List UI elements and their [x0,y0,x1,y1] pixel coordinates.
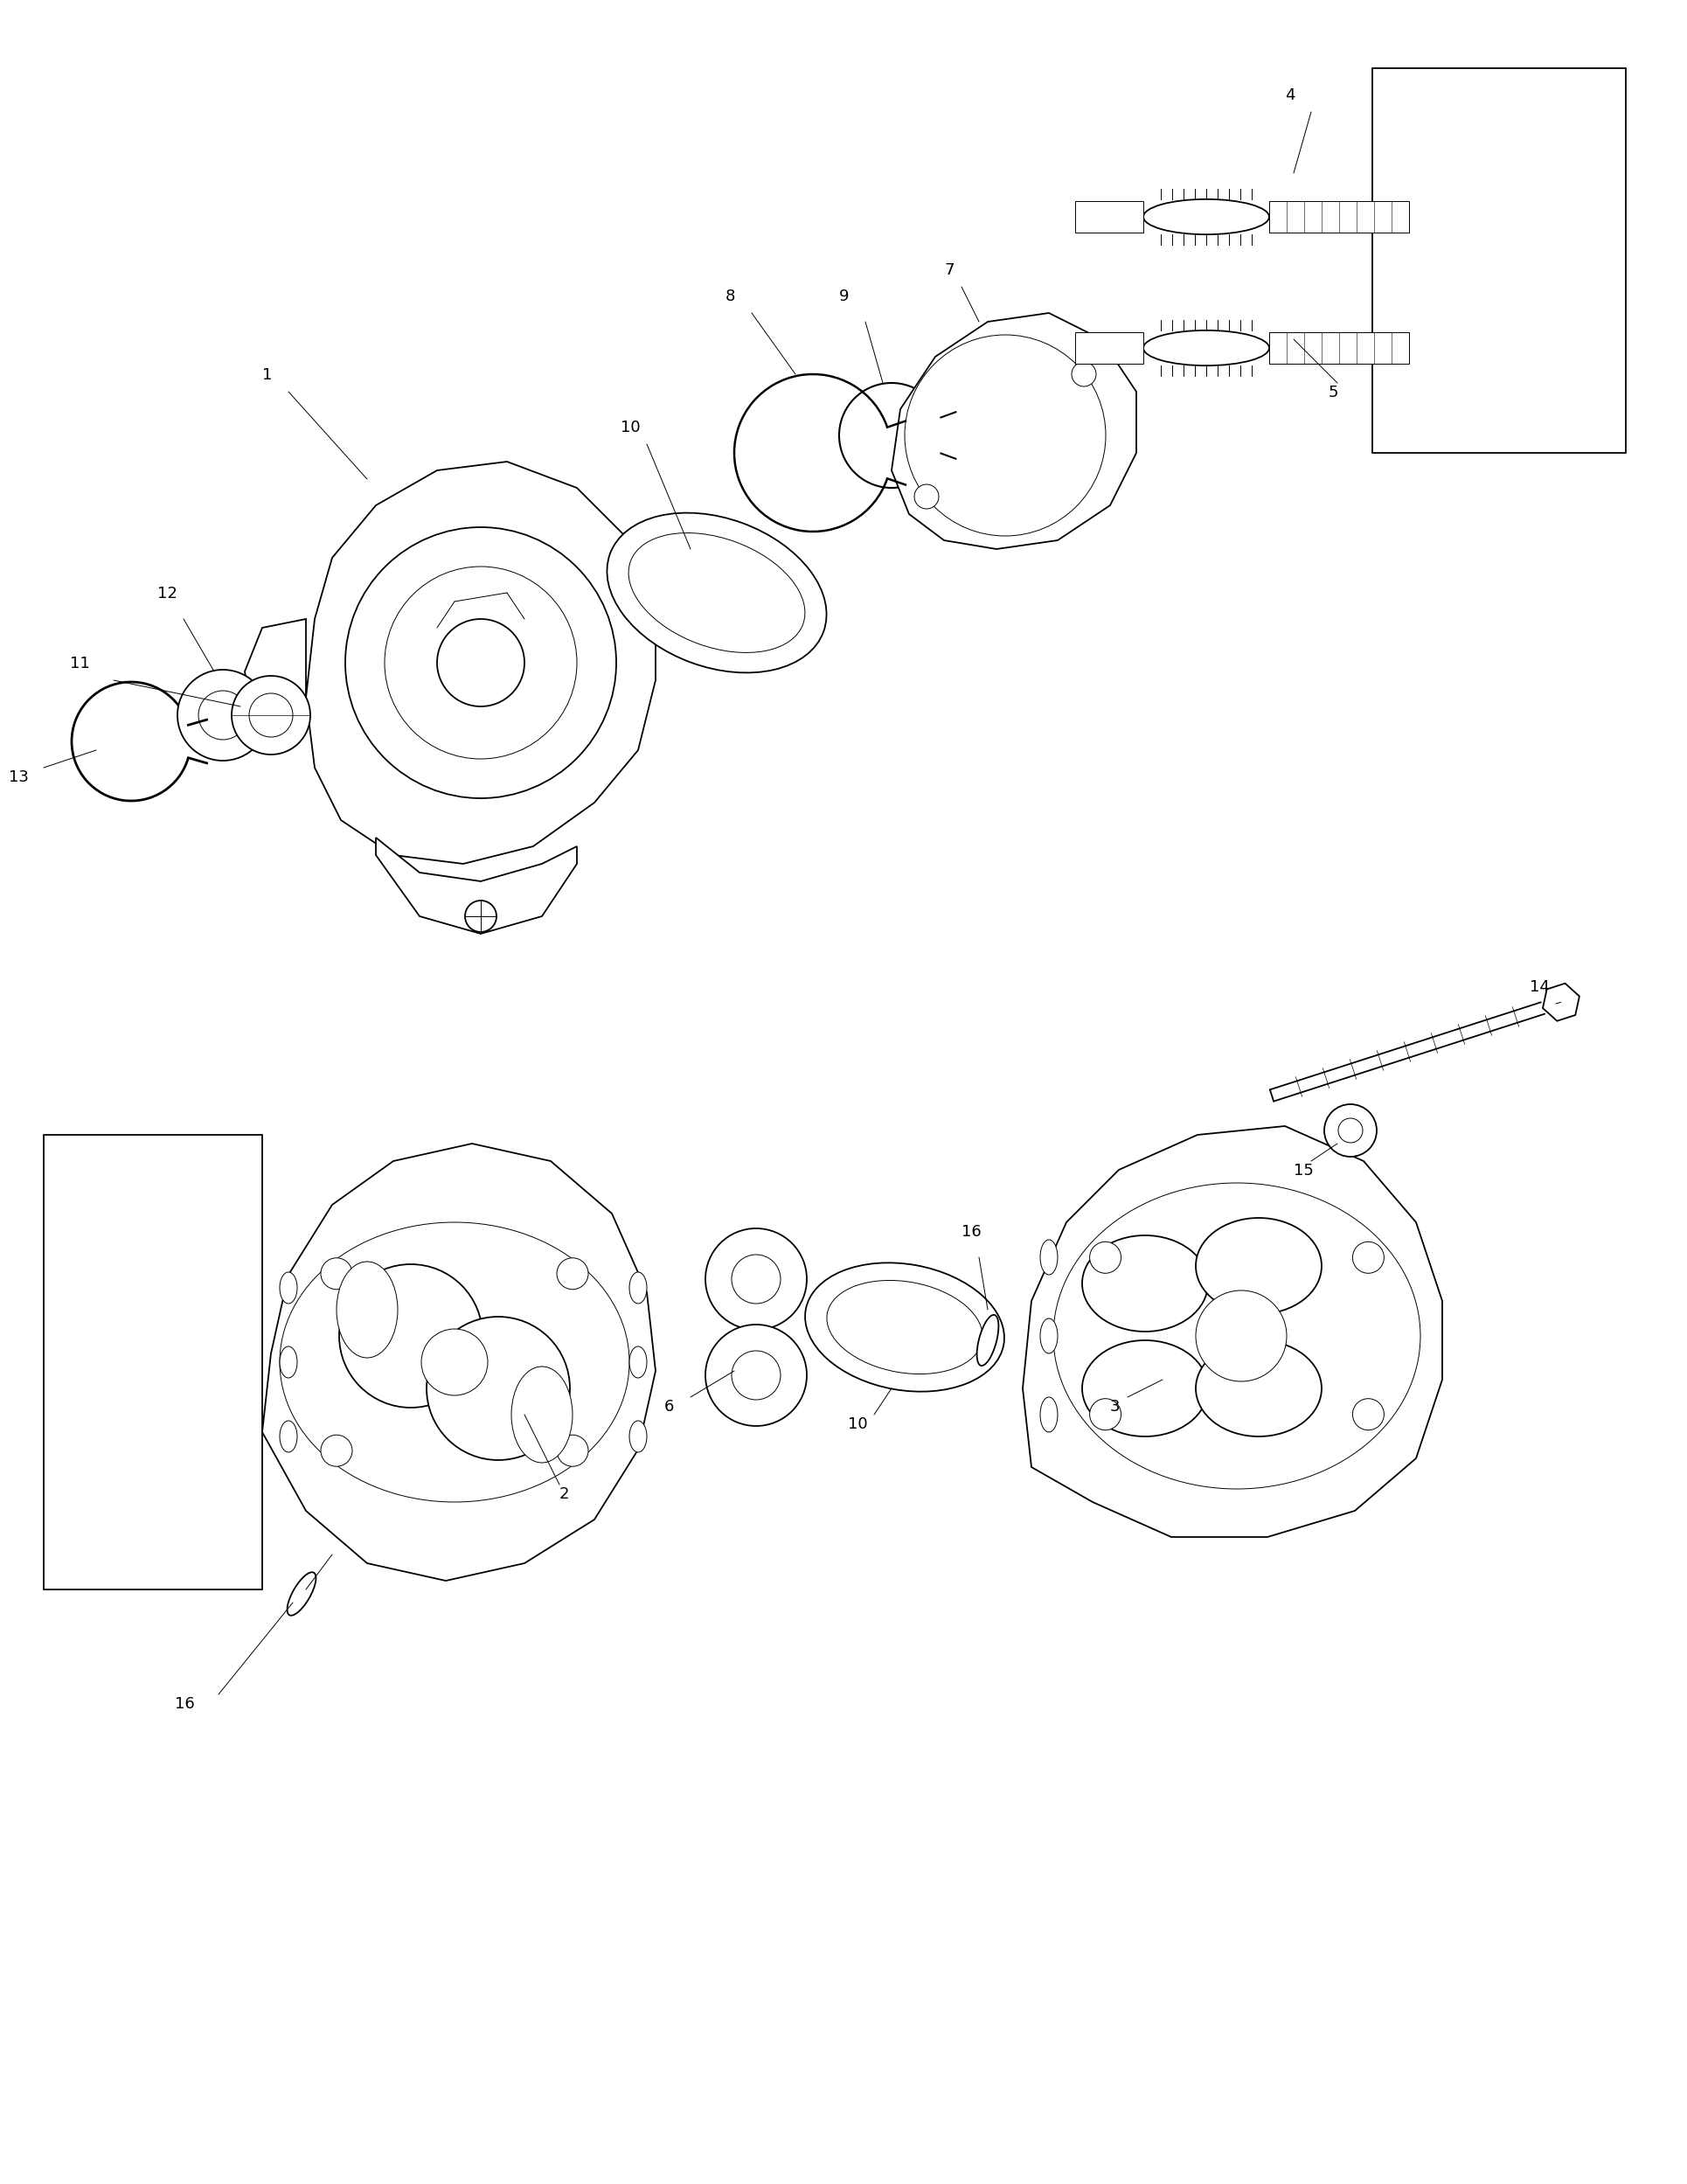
Polygon shape [1269,201,1409,232]
Ellipse shape [1039,1241,1058,1275]
Ellipse shape [1142,199,1269,234]
Polygon shape [1269,332,1409,365]
Text: 11: 11 [69,655,89,670]
Text: 10: 10 [621,419,639,435]
Text: 10: 10 [847,1417,867,1433]
Ellipse shape [1071,363,1095,387]
Ellipse shape [1351,1243,1383,1273]
Ellipse shape [346,526,616,797]
Text: 1: 1 [261,367,272,382]
Ellipse shape [280,1223,629,1503]
Ellipse shape [466,900,496,933]
Ellipse shape [250,692,292,736]
Ellipse shape [557,1435,589,1465]
Ellipse shape [437,618,525,705]
Text: 7: 7 [943,262,953,277]
Ellipse shape [1081,1341,1208,1437]
Ellipse shape [177,670,268,760]
Text: 5: 5 [1328,384,1338,400]
Polygon shape [891,312,1135,548]
Ellipse shape [385,566,577,758]
Ellipse shape [629,1271,646,1304]
Ellipse shape [977,1315,999,1365]
Text: 9: 9 [838,288,849,304]
Ellipse shape [557,1258,589,1289]
Ellipse shape [1039,1319,1058,1354]
Text: 15: 15 [1292,1162,1312,1179]
Text: 16: 16 [962,1223,980,1241]
Text: 16: 16 [175,1697,194,1712]
Ellipse shape [280,1271,297,1304]
Ellipse shape [827,1280,982,1374]
Text: 3: 3 [1110,1400,1120,1415]
Polygon shape [261,1144,655,1581]
Ellipse shape [199,690,248,740]
Ellipse shape [805,1262,1004,1391]
Ellipse shape [629,1345,646,1378]
Polygon shape [1022,1127,1441,1538]
Polygon shape [1075,201,1142,232]
Ellipse shape [1039,1398,1058,1433]
Ellipse shape [1338,1118,1361,1142]
Ellipse shape [1324,1105,1377,1158]
Ellipse shape [427,1317,570,1461]
Ellipse shape [287,1572,315,1616]
Ellipse shape [511,1367,572,1463]
Ellipse shape [422,1328,488,1396]
Ellipse shape [1351,1398,1383,1431]
Ellipse shape [280,1345,297,1378]
Ellipse shape [730,1254,779,1304]
Text: 4: 4 [1284,87,1294,103]
Polygon shape [245,618,305,723]
Ellipse shape [914,485,938,509]
Ellipse shape [321,1435,353,1465]
Polygon shape [376,839,577,935]
Text: 8: 8 [725,288,736,304]
Ellipse shape [1194,1291,1285,1382]
Ellipse shape [280,1422,297,1452]
Ellipse shape [336,1262,398,1358]
Ellipse shape [1081,1236,1208,1332]
Ellipse shape [705,1324,806,1426]
Ellipse shape [705,1227,806,1330]
Ellipse shape [730,1350,779,1400]
Ellipse shape [904,334,1105,535]
Ellipse shape [1142,330,1269,365]
Ellipse shape [1090,1398,1120,1431]
Text: 6: 6 [665,1400,673,1415]
Ellipse shape [321,1258,353,1289]
Ellipse shape [628,533,805,653]
Text: 12: 12 [157,585,177,601]
Ellipse shape [1194,1341,1321,1437]
Ellipse shape [977,400,1085,507]
Ellipse shape [1053,1184,1420,1489]
Polygon shape [305,461,655,865]
Text: 14: 14 [1528,978,1549,996]
Ellipse shape [607,513,827,673]
Ellipse shape [1090,1243,1120,1273]
Ellipse shape [231,675,310,753]
Text: 13: 13 [8,769,29,784]
Polygon shape [1542,983,1579,1020]
Ellipse shape [339,1265,482,1409]
Ellipse shape [924,356,1032,463]
Ellipse shape [1194,1219,1321,1315]
Text: 2: 2 [558,1487,569,1503]
Ellipse shape [629,1422,646,1452]
Polygon shape [1075,332,1142,365]
